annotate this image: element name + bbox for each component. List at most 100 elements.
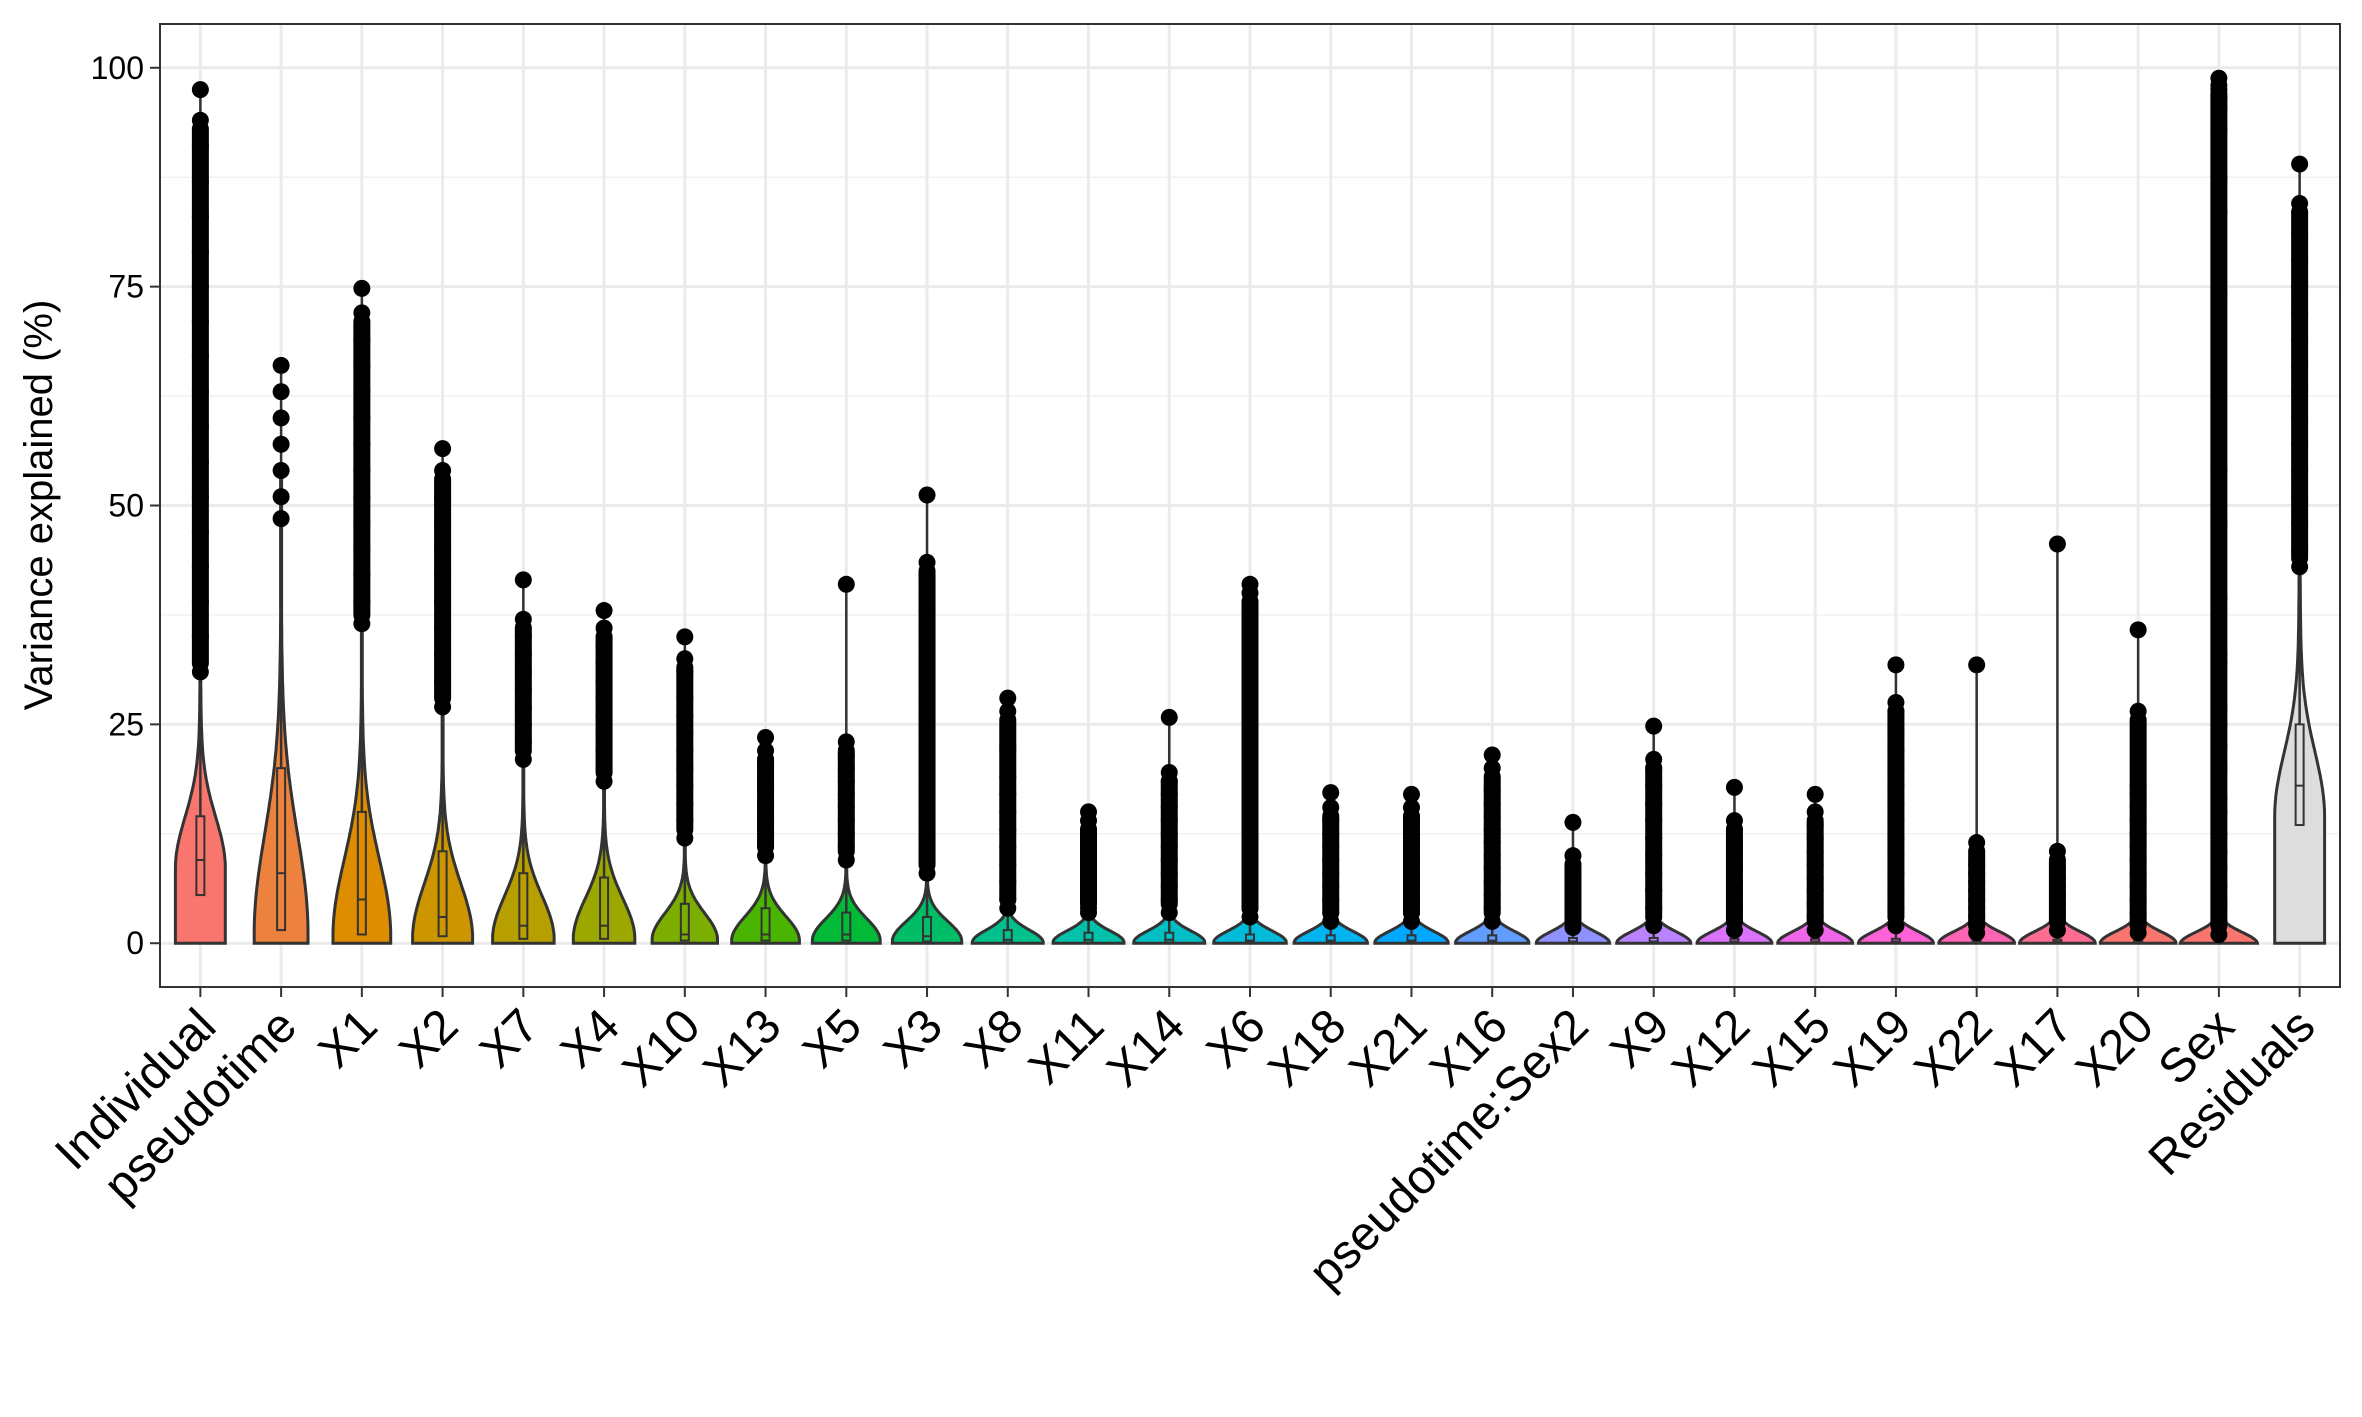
violin-group-x12 [1695, 778, 1774, 945]
outlier-point [1725, 778, 1743, 796]
violin-group-sex [2178, 69, 2260, 945]
outlier-point [1645, 717, 1663, 735]
outlier-stack [191, 120, 209, 672]
y-tick-label: 75 [108, 269, 144, 305]
box [1083, 931, 1094, 944]
violin-group-individual [173, 81, 227, 945]
violin-group-x17 [2017, 535, 2097, 945]
outlier-stack [1080, 820, 1098, 913]
outlier-stack [434, 470, 452, 707]
box [1245, 933, 1255, 944]
outlier-point [514, 571, 532, 589]
violin-group-x20 [2098, 621, 2178, 945]
outlier-point [2048, 535, 2066, 553]
box [1325, 934, 1336, 944]
violin-group-x6 [1212, 575, 1288, 945]
box [437, 850, 448, 938]
outlier-stack [999, 711, 1017, 909]
outlier-point [272, 488, 290, 506]
box [679, 902, 690, 942]
outlier-stack [514, 619, 532, 760]
box [2294, 723, 2305, 827]
outlier-stack [2129, 711, 2147, 933]
box [518, 872, 529, 940]
outlier-point [1483, 746, 1501, 764]
violin-group-x18 [1292, 784, 1369, 945]
outlier-stack [1564, 855, 1582, 928]
box [1164, 931, 1175, 944]
box [760, 907, 771, 942]
outlier-point [999, 689, 1017, 707]
outlier-stack [1725, 820, 1743, 931]
violin-group-x11 [1051, 803, 1126, 945]
outlier-stack [757, 750, 775, 856]
outlier-stack [2048, 851, 2066, 931]
violin-group-x9 [1615, 717, 1693, 945]
violin-group-x5 [810, 575, 882, 945]
box [841, 911, 852, 942]
violin-group-x22 [1937, 656, 2016, 945]
violin-group-x2 [411, 440, 475, 945]
outlier-stack [676, 658, 694, 839]
outlier-point [353, 279, 371, 297]
outlier-stack [353, 312, 371, 624]
outlier-stack [2291, 203, 2309, 567]
outlier-point [191, 81, 209, 99]
violin-group-x8 [970, 689, 1045, 945]
violin-group-x1 [331, 279, 393, 945]
outlier-stack [1968, 842, 1986, 933]
outlier-stack [1806, 811, 1824, 931]
outlier-point [595, 602, 613, 620]
y-tick-label: 100 [91, 50, 144, 86]
box [1567, 936, 1578, 944]
outlier-stack [1160, 772, 1178, 913]
outlier-stack [2210, 85, 2228, 935]
box [276, 767, 287, 932]
violin-group-x10 [650, 628, 719, 945]
box [1487, 934, 1498, 944]
violin-layer [173, 69, 2327, 945]
violin-group-pseudotime-sex2 [1534, 813, 1612, 945]
outlier-point [1322, 784, 1340, 802]
violin-group-pseudotime [252, 356, 310, 945]
violin-group-x19 [1856, 656, 1935, 945]
violin-group-x16 [1454, 746, 1531, 945]
outlier-point [757, 728, 775, 746]
violin-group-x21 [1373, 785, 1450, 945]
box [1648, 936, 1659, 944]
violin-group-x3 [890, 486, 964, 945]
y-tick-label: 25 [108, 706, 144, 742]
outlier-stack [1322, 807, 1340, 922]
violin-group-residuals [2273, 155, 2327, 945]
box [195, 815, 206, 897]
outlier-stack [1645, 759, 1663, 926]
outlier-point [1887, 656, 1905, 674]
outlier-stack [1241, 593, 1259, 917]
outlier-point [272, 435, 290, 453]
outlier-stack [1402, 807, 1420, 922]
outlier-point [837, 575, 855, 593]
outlier-stack [918, 562, 936, 874]
outlier-point [272, 356, 290, 374]
violin-group-x14 [1132, 708, 1207, 945]
outlier-stack [1483, 768, 1501, 922]
outlier-point [272, 461, 290, 479]
outlier-point [1564, 813, 1582, 831]
outlier-point [2291, 155, 2309, 173]
outlier-stack [595, 628, 613, 782]
outlier-point [1160, 708, 1178, 726]
outlier-point [1968, 656, 1986, 674]
outlier-point [272, 510, 290, 528]
outlier-point [2129, 621, 2147, 639]
outlier-point [1806, 785, 1824, 803]
y-tick-label: 50 [108, 488, 144, 524]
box [922, 915, 933, 943]
y-tick-label: 0 [126, 925, 144, 961]
outlier-point [918, 486, 936, 504]
outlier-point [272, 409, 290, 427]
violin-group-x4 [571, 602, 637, 945]
outlier-stack [837, 741, 855, 861]
box [1002, 929, 1013, 944]
